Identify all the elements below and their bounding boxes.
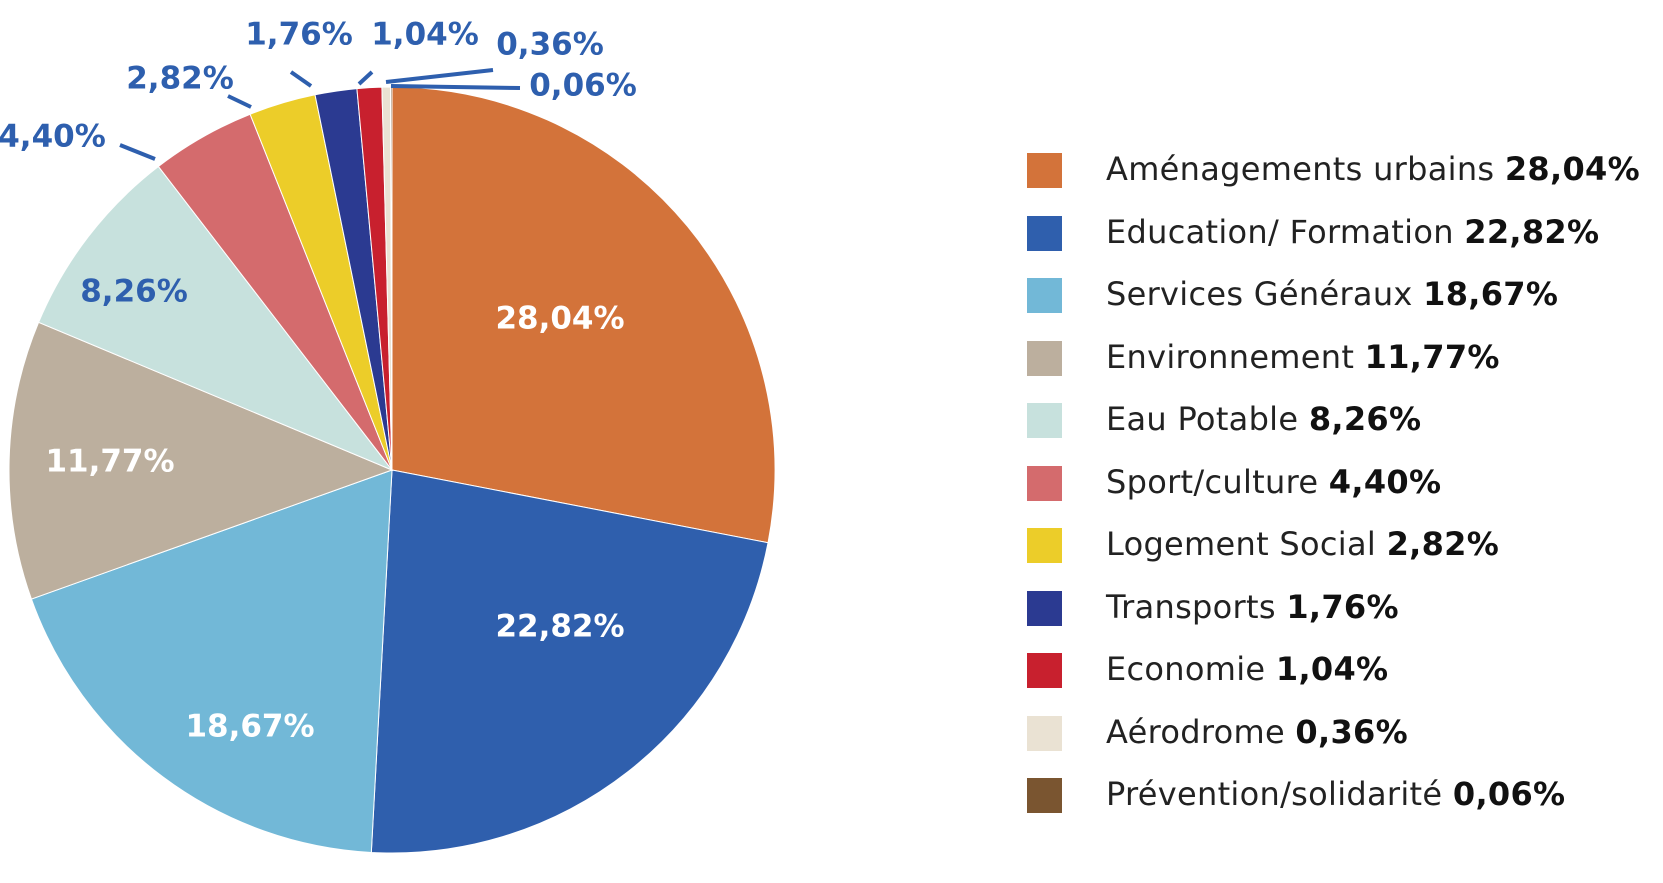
- legend-label: Economie 1,04%: [1106, 650, 1388, 688]
- legend-label: Logement Social 2,82%: [1106, 525, 1499, 563]
- legend-swatch: [1027, 215, 1062, 251]
- legend-value: 0,36%: [1295, 712, 1408, 751]
- legend-item-sport-culture: Sport/culture 4,40%: [1027, 463, 1647, 526]
- data-label-sport-culture: 4,40%: [0, 119, 106, 155]
- legend-value: 4,40%: [1328, 462, 1442, 501]
- legend-item-prevention-solidarite: Prévention/solidarité 0,06%: [1027, 775, 1647, 838]
- legend-swatch: [1027, 403, 1062, 438]
- legend-swatch: [1027, 465, 1062, 501]
- data-label-logement-social: 2,82%: [126, 61, 234, 97]
- legend-label: Environnement 11,77%: [1106, 338, 1500, 376]
- legend-label: Transports 1,76%: [1106, 588, 1399, 626]
- leader-line-transports: [289, 70, 313, 88]
- legend-item-services-generaux: Services Généraux 18,67%: [1027, 275, 1647, 338]
- legend-label: Aménagements urbains 28,04%: [1106, 150, 1640, 188]
- data-label-economie: 1,04%: [371, 17, 479, 53]
- legend-label: Eau Potable 8,26%: [1106, 400, 1421, 438]
- legend-value: 1,04%: [1275, 650, 1389, 688]
- pie-slice-amenagements-urbains: [391, 86, 776, 544]
- legend-category: Transports: [1106, 587, 1287, 626]
- legend-swatch: [1027, 340, 1062, 376]
- pie-slice-environnement: [8, 321, 394, 600]
- legend-item-transports: Transports 1,76%: [1027, 588, 1647, 651]
- legend-category: Aménagements urbains: [1106, 150, 1505, 188]
- legend: Aménagements urbains 28,04% Education/ Fo…: [1027, 150, 1647, 838]
- legend-category: Prévention/solidarité: [1106, 775, 1453, 813]
- legend-category: Services Généraux: [1106, 275, 1424, 313]
- legend-swatch: [1027, 278, 1062, 313]
- leader-line-economie: [357, 70, 374, 86]
- legend-category: Aérodrome: [1106, 712, 1296, 751]
- legend-category: Economie: [1106, 650, 1276, 688]
- legend-item-environnement: Environnement 11,77%: [1027, 338, 1647, 401]
- legend-swatch: [1027, 778, 1062, 813]
- legend-swatch: [1027, 153, 1062, 188]
- data-label-amenagements-urbains: 28,04%: [495, 301, 624, 337]
- leader-line-aerodrome: [385, 68, 494, 84]
- data-label-transports: 1,76%: [245, 17, 353, 53]
- legend-category: Eau Potable: [1106, 400, 1309, 438]
- pie-slice-education-formation: [370, 469, 769, 854]
- data-label-aerodrome: 0,36%: [496, 27, 604, 63]
- legend-item-education-formation: Education/ Formation 22,82%: [1027, 213, 1647, 276]
- legend-value: 18,67%: [1423, 275, 1559, 313]
- leader-line-sport-culture: [119, 143, 156, 161]
- legend-value: 8,26%: [1308, 400, 1422, 438]
- legend-label: Aérodrome 0,36%: [1106, 713, 1408, 751]
- legend-category: Environnement: [1106, 337, 1365, 376]
- legend-label: Prévention/solidarité 0,06%: [1106, 775, 1565, 813]
- legend-category: Sport/culture: [1106, 462, 1329, 501]
- legend-value: 22,82%: [1464, 212, 1600, 251]
- leader-line-prevention-solidarite: [390, 84, 521, 90]
- legend-label: Sport/culture 4,40%: [1106, 463, 1441, 501]
- legend-item-economie: Economie 1,04%: [1027, 650, 1647, 713]
- legend-value: 2,82%: [1386, 525, 1500, 563]
- data-label-prevention-solidarite: 0,06%: [529, 68, 637, 104]
- legend-category: Education/ Formation: [1106, 212, 1465, 251]
- pie-slice-eau-potable: [37, 165, 394, 472]
- legend-swatch: [1027, 653, 1062, 688]
- legend-item-amenagements-urbains: Aménagements urbains 28,04%: [1027, 150, 1647, 213]
- data-label-eau-potable: 8,26%: [80, 274, 188, 310]
- legend-label: Education/ Formation 22,82%: [1106, 213, 1599, 251]
- pie-slice-services-generaux: [30, 469, 393, 853]
- legend-item-aerodrome: Aérodrome 0,36%: [1027, 713, 1647, 776]
- legend-value: 11,77%: [1364, 337, 1500, 376]
- data-label-education-formation: 22,82%: [495, 609, 624, 645]
- data-label-environnement: 11,77%: [45, 444, 174, 480]
- data-label-services-generaux: 18,67%: [185, 709, 314, 745]
- legend-item-eau-potable: Eau Potable 8,26%: [1027, 400, 1647, 463]
- legend-category: Logement Social: [1106, 525, 1387, 563]
- legend-swatch: [1027, 715, 1062, 751]
- legend-swatch: [1027, 590, 1062, 626]
- legend-label: Services Généraux 18,67%: [1106, 275, 1558, 313]
- legend-swatch: [1027, 528, 1062, 563]
- legend-value: 1,76%: [1286, 587, 1399, 626]
- leader-line-logement-social: [227, 94, 252, 109]
- legend-value: 28,04%: [1504, 150, 1640, 188]
- legend-item-logement-social: Logement Social 2,82%: [1027, 525, 1647, 588]
- legend-value: 0,06%: [1452, 775, 1566, 813]
